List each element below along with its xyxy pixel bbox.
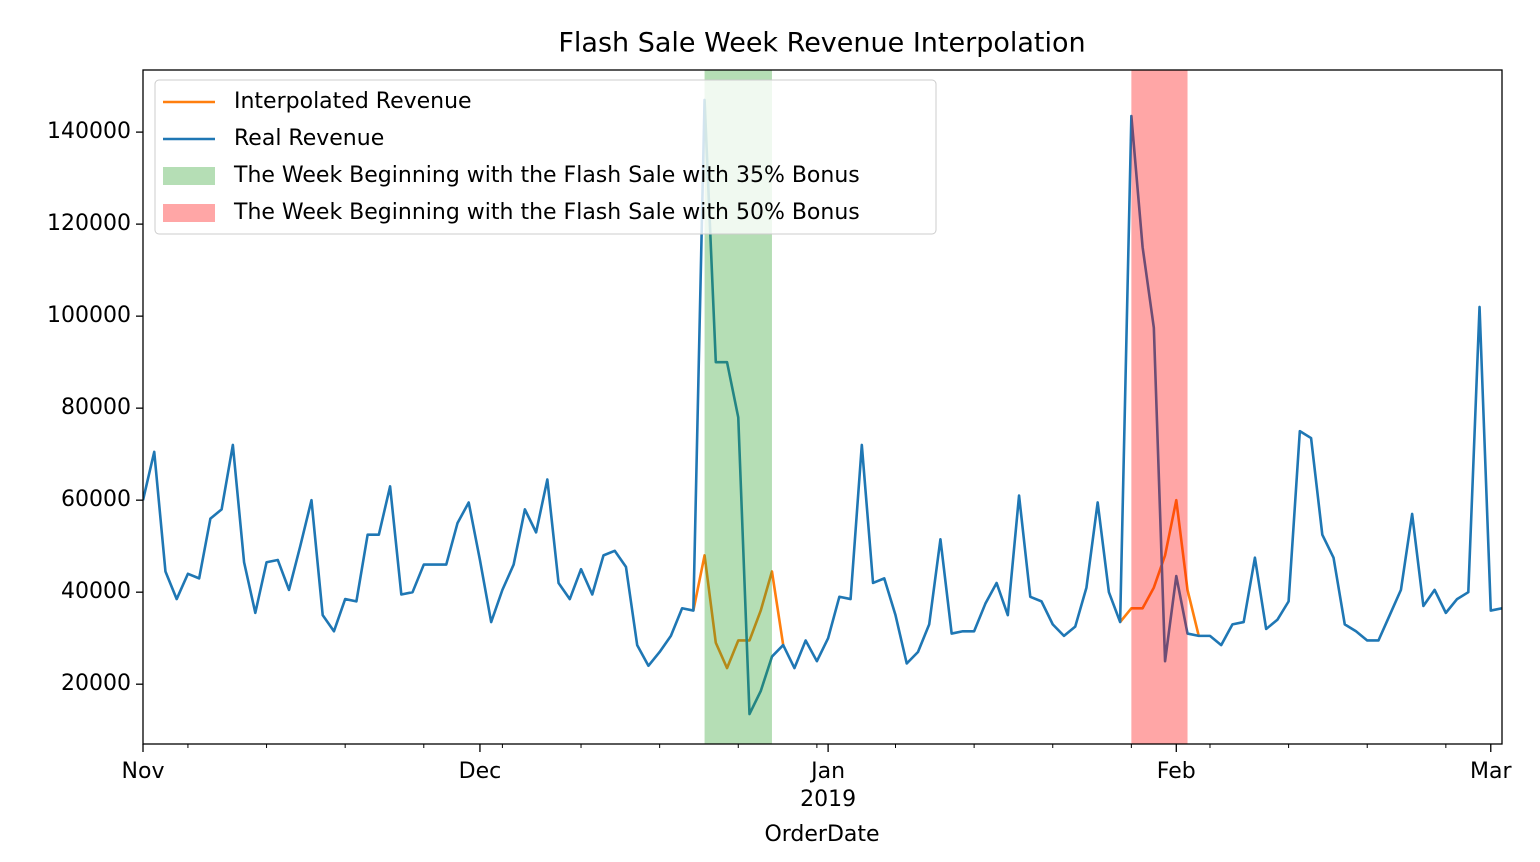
- legend-label: The Week Beginning with the Flash Sale w…: [233, 163, 860, 188]
- legend-label: Interpolated Revenue: [234, 89, 472, 114]
- x-tick-label: Mar: [1470, 759, 1512, 784]
- legend-swatch: [163, 167, 215, 185]
- chart-title: Flash Sale Week Revenue Interpolation: [558, 28, 1085, 59]
- x-axis-label: OrderDate: [764, 822, 879, 847]
- legend-box: [154, 79, 937, 235]
- x-tick-label: Dec: [458, 759, 502, 784]
- y-tick-label: 60000: [61, 487, 131, 512]
- y-tick-label: 40000: [61, 579, 131, 604]
- y-tick-label: 20000: [61, 671, 131, 696]
- line: [692, 498, 1201, 670]
- highlight-span: [1131, 70, 1188, 744]
- legend-swatch: [163, 204, 215, 222]
- y-tick-label: 100000: [47, 303, 131, 328]
- line: [143, 98, 1502, 716]
- legend-label: Real Revenue: [234, 126, 384, 151]
- x-tick-label: Feb: [1156, 759, 1196, 784]
- x-tick-label: Nov: [121, 759, 165, 784]
- plot-frame: [142, 69, 1503, 745]
- y-tick-label: 80000: [61, 395, 131, 420]
- y-tick-label: 140000: [47, 119, 131, 144]
- x-tick-label: Jan 2019: [800, 759, 857, 812]
- y-tick-label: 120000: [47, 211, 131, 236]
- legend-label: The Week Beginning with the Flash Sale w…: [233, 200, 860, 225]
